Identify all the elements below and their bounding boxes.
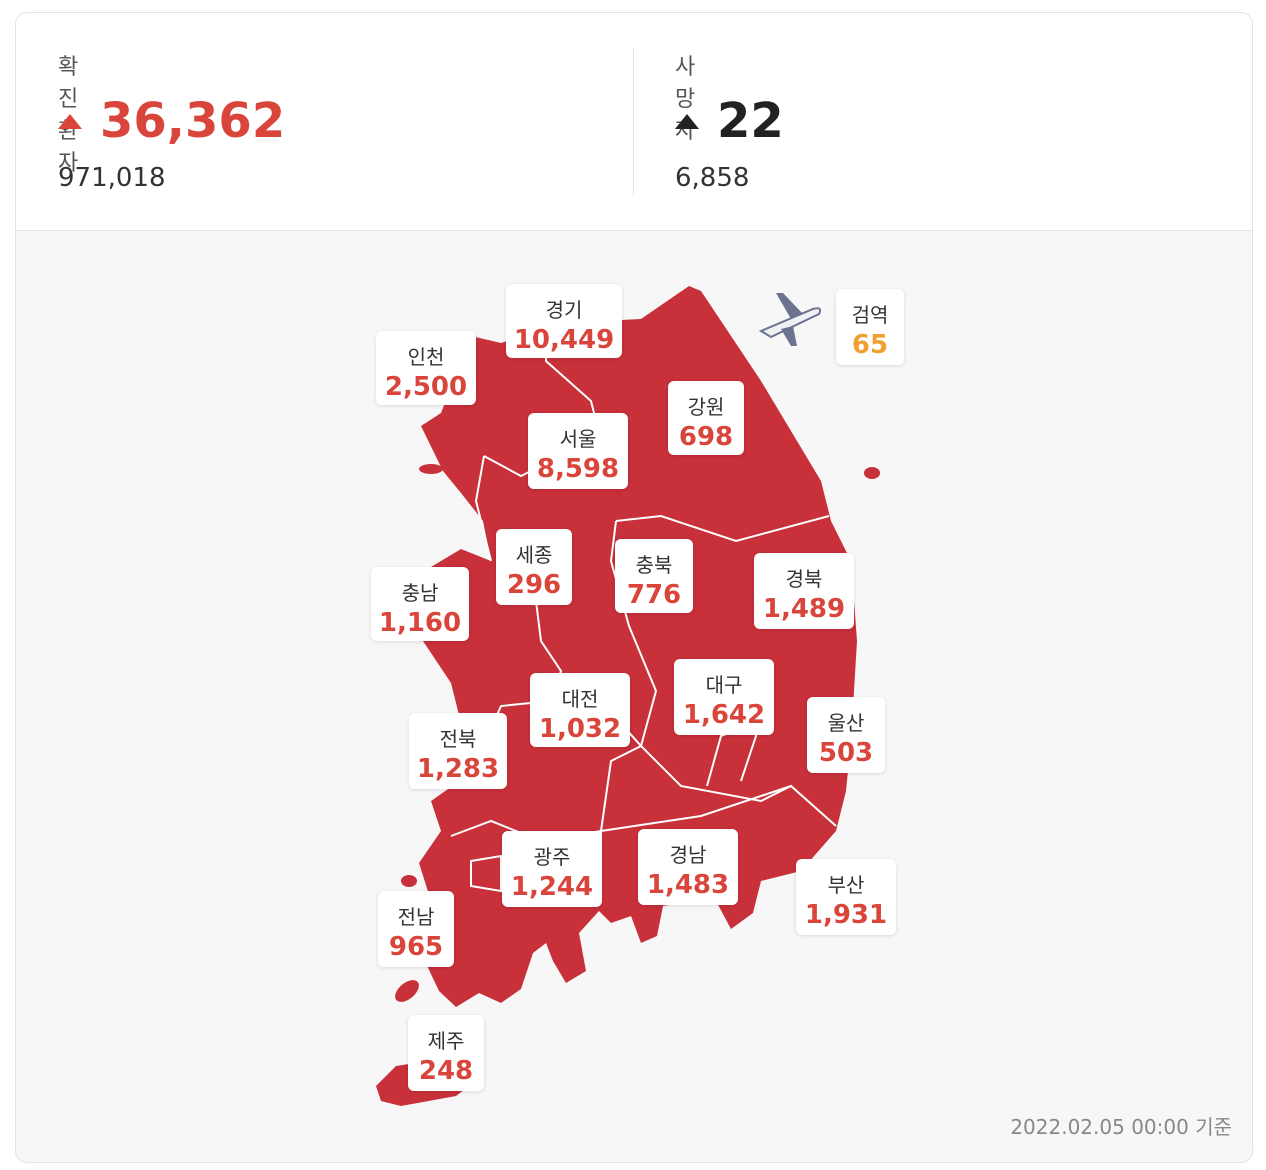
island [395,980,419,1002]
timestamp: 2022.02.05 00:00 기준 [1010,1115,1232,1139]
region-label: 전북 1,283 [409,713,507,789]
region-name: 경북 [785,567,823,591]
region-name: 광주 [533,845,571,869]
stat-label: 확진환자 [58,55,79,176]
region-name: 검역 [851,303,889,327]
region-label: 인천 2,500 [376,331,476,405]
up-arrow [58,114,82,129]
region-value: 1,483 [646,870,730,900]
region-value: 1,931 [804,900,888,930]
region-label: 광주 1,244 [502,831,602,907]
region-value: 1,032 [538,714,622,744]
region-label: 경북 1,489 [754,553,854,629]
island [419,464,443,474]
region-value: 1,244 [510,872,594,902]
region-name: 대구 [705,673,743,697]
region-label: 전남 965 [378,891,454,967]
stat-label: 사망자 [675,55,696,144]
region-label: 경남 1,483 [638,829,738,905]
region-name: 경기 [545,298,583,322]
region-name: 강원 [687,395,725,419]
region-label: 서울 8,598 [528,413,628,489]
mainland [411,286,857,1007]
region-name: 울산 [827,711,865,735]
region-value: 965 [388,932,444,962]
region-label: 부산 1,931 [796,859,896,935]
up-arrow [675,114,699,129]
region-label: 충북 776 [615,539,693,613]
region-name: 세종 [515,543,553,567]
region-value: 1,283 [416,754,500,784]
region-name: 경남 [669,843,707,867]
region-name: 서울 [559,427,597,451]
region-label: 대전 1,032 [530,673,630,747]
region-value: 65 [851,330,889,360]
stat-total: 971,018 [58,163,166,193]
stat-change: 22 [717,93,784,149]
divider [633,48,634,195]
summary: 확진환자 36,362 971,018 사망자 22 6,858 [16,13,1252,231]
region-value: 248 [418,1056,474,1086]
region-name: 충남 [401,581,439,605]
card: 확진환자 36,362 971,018 사망자 22 6,858 2022.02… [15,12,1253,1163]
region-label: 경기 10,449 [506,284,622,358]
region-name: 대전 [561,687,599,711]
island [864,467,880,479]
region-value: 1,642 [682,700,766,730]
airplane-icon [758,293,822,346]
region-name: 전남 [397,905,435,929]
region-value: 776 [626,580,682,610]
region-label: 강원 698 [668,381,744,455]
region-value: 8,598 [536,454,620,484]
region-name: 인천 [407,345,445,369]
region-value: 2,500 [384,372,468,402]
region-label: 검역 65 [836,289,904,365]
region-name: 충북 [635,553,673,577]
region-label: 대구 1,642 [674,659,774,735]
region-label: 울산 503 [807,697,885,773]
region-value: 503 [818,738,874,768]
stat-total: 6,858 [675,163,750,193]
region-value: 296 [506,570,562,600]
region-label: 충남 1,160 [371,567,469,641]
region-value: 1,160 [378,608,462,638]
stat-change: 36,362 [100,93,286,149]
region-name: 제주 [427,1029,465,1053]
region-label: 제주 248 [408,1015,484,1091]
region-value: 10,449 [513,325,615,355]
region-label: 세종 296 [496,529,572,605]
region-value: 698 [678,422,734,452]
island [401,875,417,887]
region-name: 부산 [827,873,865,897]
region-value: 1,489 [762,594,846,624]
region-name: 전북 [439,727,477,751]
